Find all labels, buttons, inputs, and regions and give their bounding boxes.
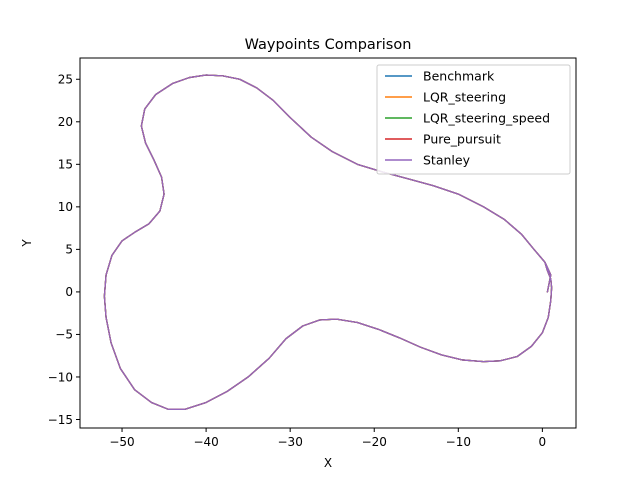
legend: Benchmark LQR_steering LQR_steering_speed P… <box>376 64 571 175</box>
legend-label: Stanley <box>423 153 471 168</box>
x-axis: −50 −40 −30 −20 −10 0 <box>109 428 546 449</box>
y-tick-label: −5 <box>55 328 73 342</box>
plot-frame <box>79 57 577 429</box>
y-tick-label: −10 <box>48 370 73 384</box>
x-tick-label: 0 <box>539 435 547 449</box>
legend-label: Pure_pursuit <box>423 132 501 147</box>
y-axis: −15 −10 −5 0 5 10 15 20 25 <box>48 73 80 427</box>
legend-label: LQR_steering_speed <box>423 111 550 126</box>
y-tick-label: 0 <box>65 285 73 299</box>
x-tick-label: −10 <box>446 435 471 449</box>
x-tick-label: −30 <box>278 435 303 449</box>
y-tick-label: 25 <box>58 73 73 87</box>
x-tick-label: −40 <box>193 435 218 449</box>
legend-label: LQR_steering <box>423 90 506 105</box>
legend-label: Benchmark <box>423 69 495 84</box>
y-tick-label: 15 <box>58 158 73 172</box>
x-tick-label: −20 <box>362 435 387 449</box>
y-tick-label: 20 <box>58 115 73 129</box>
y-axis-label: Y <box>20 239 34 248</box>
legend-box <box>376 64 571 175</box>
y-tick-label: −15 <box>48 413 73 427</box>
y-tick-label: 10 <box>58 200 73 214</box>
x-axis-label: X <box>324 456 332 470</box>
plot-area <box>103 74 553 410</box>
series-line-stanley <box>103 74 553 410</box>
x-tick-label: −50 <box>109 435 134 449</box>
y-tick-label: 5 <box>65 243 73 257</box>
chart-title: Waypoints Comparison <box>245 37 412 53</box>
